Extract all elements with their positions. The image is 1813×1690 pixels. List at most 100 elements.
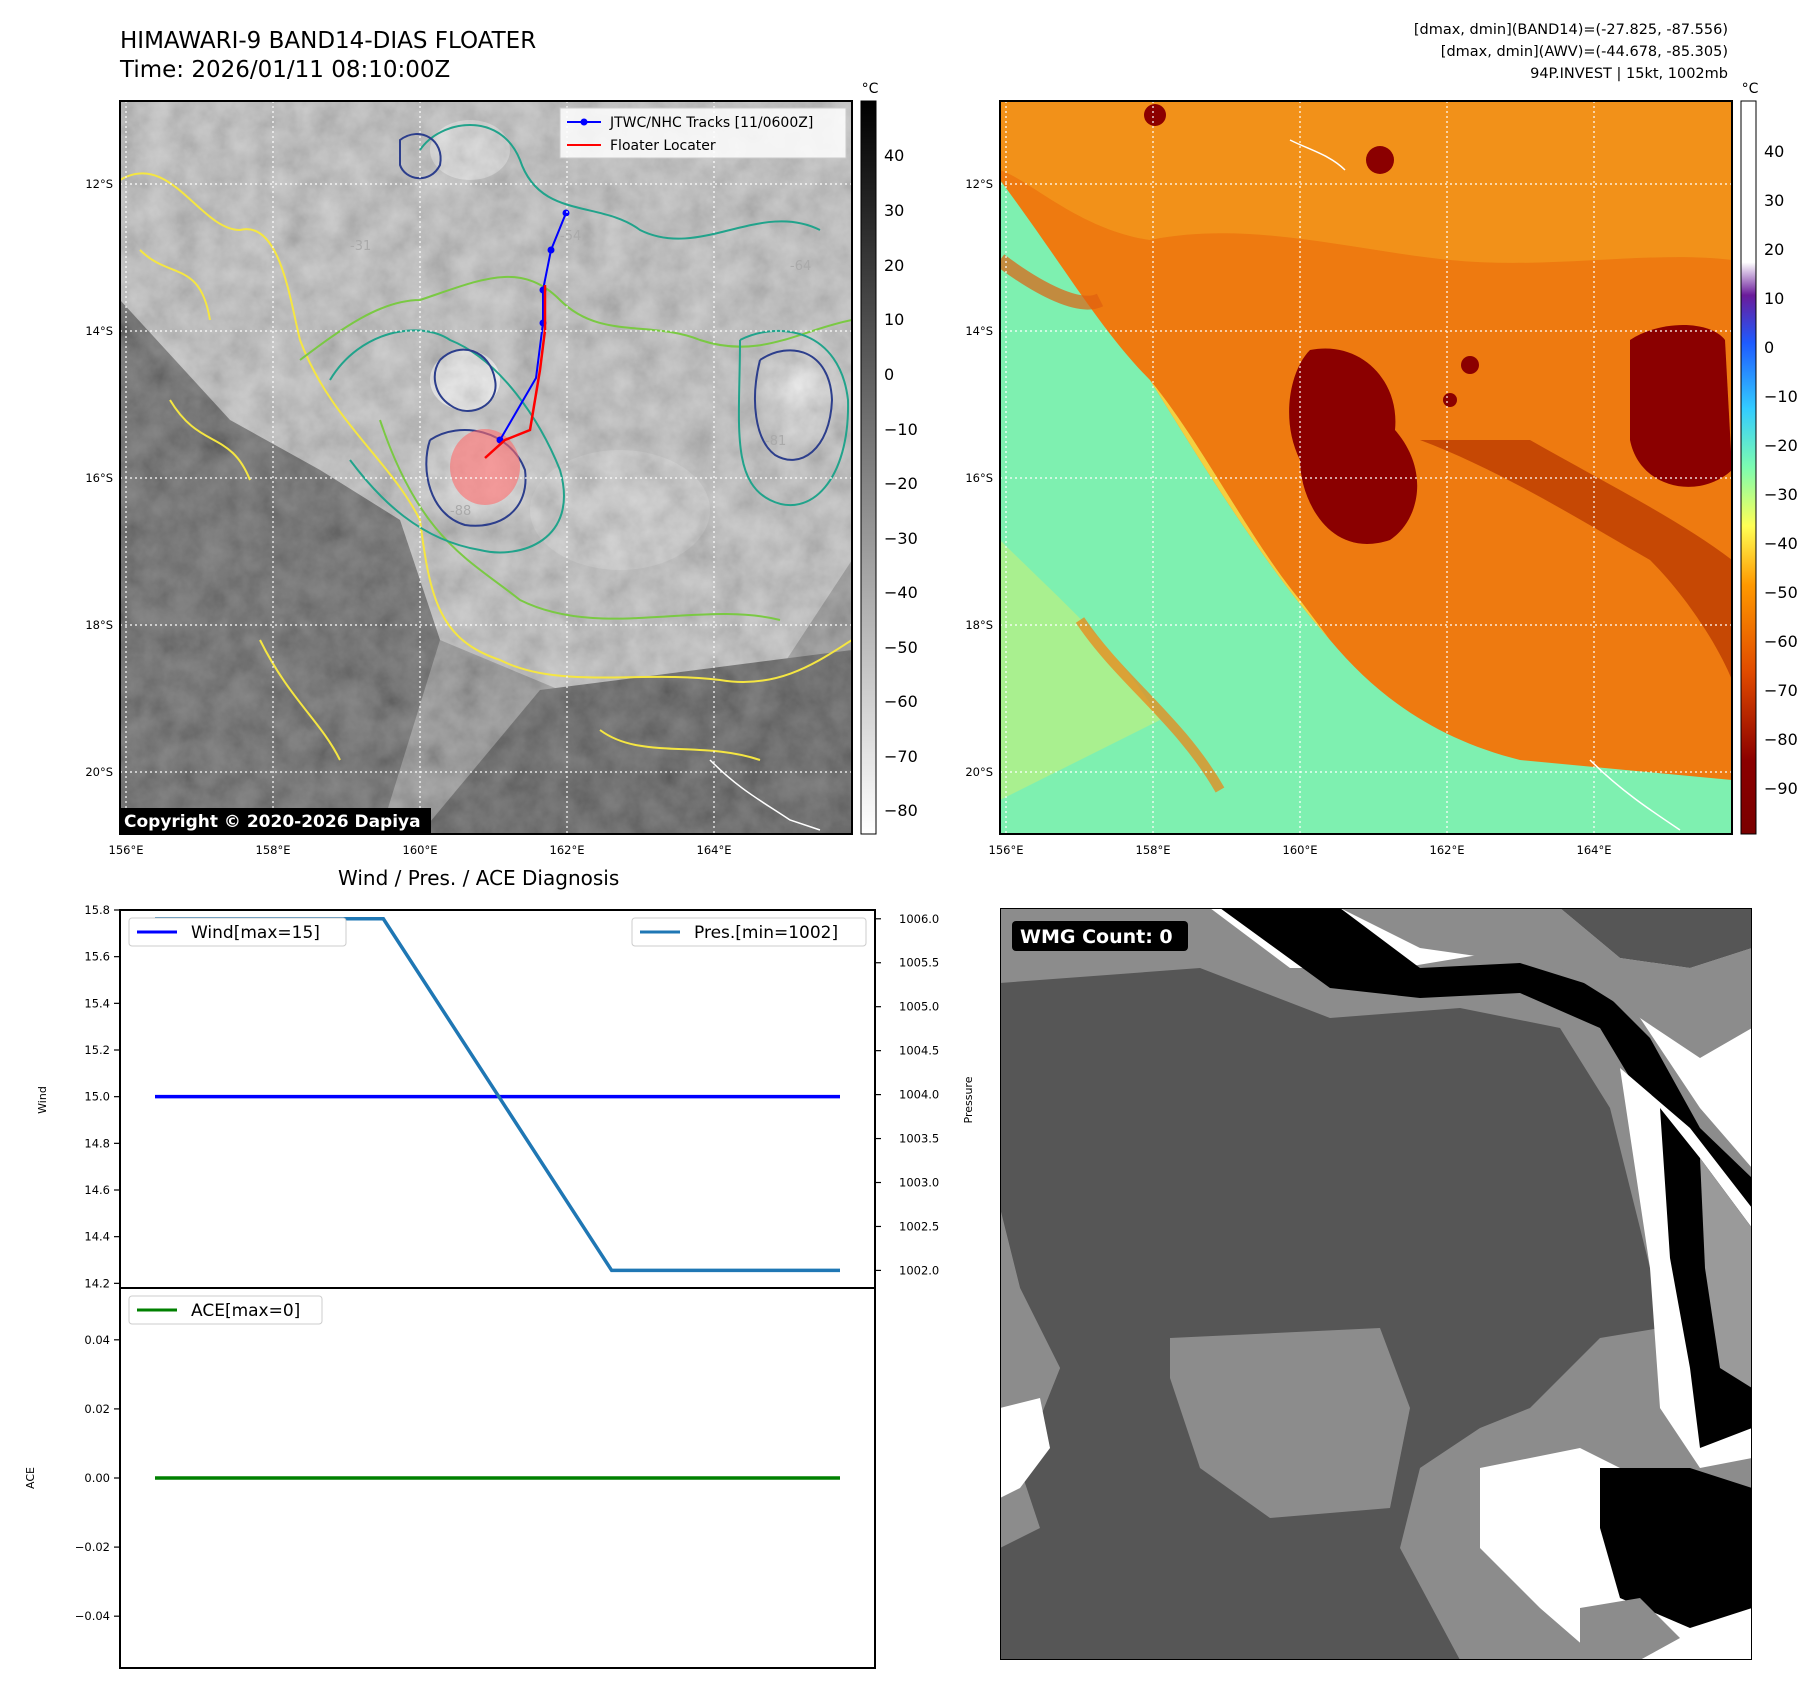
- wv-cb-tick: −50: [1764, 583, 1798, 602]
- pressure-ticks: 1006.0 1005.5 1005.0 1004.5 1004.0 1003.5 1003…: [875, 912, 939, 1277]
- wind-tick-label: 14.8: [84, 1136, 110, 1150]
- contour-label-88: -88: [450, 504, 471, 519]
- wmg-count-label: WMG Count: 0: [1020, 926, 1173, 948]
- ir-lon-158e: 158°E: [256, 843, 291, 857]
- ir-cb-tick: −80: [884, 801, 918, 820]
- pressure-tick-label: 1004.5: [899, 1044, 939, 1058]
- ir-cb-tick: 0: [884, 365, 894, 384]
- floater-track: [484, 285, 547, 459]
- ir-lon-160e: 160°E: [403, 843, 438, 857]
- ir-lat-14s: 14°S: [85, 324, 113, 338]
- ir-cb-tick: 10: [884, 310, 904, 329]
- ir-frame: [119, 100, 853, 835]
- ace-tick-label: −0.04: [75, 1609, 110, 1623]
- ir-cb-tick: −40: [884, 583, 918, 602]
- wv-lon-156e: 156°E: [989, 843, 1024, 857]
- wv-lon-164e: 164°E: [1577, 843, 1612, 857]
- wv-lon-162e: 162°E: [1430, 843, 1465, 857]
- wind-tick-label: 15.0: [84, 1090, 110, 1104]
- ace-ylabel: ACE: [24, 1467, 37, 1489]
- wv-lat-14s: 14°S: [965, 324, 993, 338]
- pressure-tick-label: 1002.5: [899, 1219, 939, 1233]
- wv-cb-tick: 0: [1764, 338, 1774, 357]
- wv-cb-tick: −70: [1764, 681, 1798, 700]
- ir-cb-tick: −70: [884, 747, 918, 766]
- wmg-count-badge: [1012, 921, 1188, 951]
- ace-tick-label: 0.02: [84, 1402, 110, 1416]
- figure-title: HIMAWARI-9 BAND14-DIAS FLOATER: [120, 28, 537, 54]
- info-storm: 94P.INVEST | 15kt, 1002mb: [1530, 66, 1728, 82]
- ir-lon-156e: 156°E: [109, 843, 144, 857]
- wind-pres-frame: [119, 909, 876, 1289]
- info-awv-range: [dmax, dmin](AWV)=(-44.678, -85.305): [1440, 44, 1728, 60]
- wv-cb-tick: −90: [1764, 779, 1798, 798]
- floater-circle: [450, 429, 520, 505]
- pressure-tick-label: 1005.5: [899, 956, 939, 970]
- wv-cb-tick: −10: [1764, 387, 1798, 406]
- pressure-tick-label: 1003.0: [899, 1176, 939, 1190]
- wind-tick-label: 15.6: [84, 950, 110, 964]
- copyright-box: [120, 808, 431, 834]
- info-band14-range: [dmax, dmin](BAND14)=(-27.825, -87.556): [1413, 22, 1728, 38]
- diagnosis-title: Wind / Pres. / ACE Diagnosis: [338, 866, 620, 890]
- contour-label-54: -54: [560, 229, 581, 244]
- diagnosis-svg: 15.8 15.6 15.4 15.2 15.0 14.8 14.6 14.4 14.2 100…: [24, 903, 975, 1669]
- ir-cb-tick: −30: [884, 529, 918, 548]
- ace-tick-label: 0.00: [84, 1471, 110, 1485]
- pressure-tick-label: 1003.5: [899, 1132, 939, 1146]
- wind-legend: Wind[max=15]: [128, 917, 347, 947]
- wv-lon-160e: 160°E: [1283, 843, 1318, 857]
- ir-cb-tick: 40: [884, 146, 904, 165]
- ir-lat-20s: 20°S: [85, 765, 113, 779]
- wv-cb-tick: −30: [1764, 485, 1798, 504]
- wv-colorbar-ticks: 40 30 20 10 0 −10 −20 −30 −40 −50 −60 −7…: [1764, 142, 1798, 798]
- wv-lat-12s: 12°S: [965, 177, 993, 191]
- ir-cb-tick: −50: [884, 638, 918, 657]
- pressure-legend: Pres.[min=1002]: [631, 917, 867, 947]
- ir-lon-164e: 164°E: [697, 843, 732, 857]
- wv-cb-tick: −40: [1764, 534, 1798, 553]
- wind-tick-label: 15.4: [84, 996, 110, 1010]
- wv-cb-tick: −60: [1764, 632, 1798, 651]
- wind-ylabel: Wind: [36, 1086, 49, 1114]
- wv-cb-tick: 20: [1764, 240, 1784, 259]
- contour-label-81: -81: [765, 434, 786, 449]
- ir-lon-162e: 162°E: [550, 843, 585, 857]
- wv-frame: [999, 100, 1733, 835]
- contour-label-31: -31: [350, 239, 371, 254]
- wmg-panel: WMG Count: 0: [1000, 908, 1752, 1660]
- wv-colorbar: [1740, 100, 1757, 835]
- ir-cb-tick: −10: [884, 420, 918, 439]
- pressure-legend-label: Pres.[min=1002]: [694, 923, 838, 943]
- ir-lat-16s: 16°S: [85, 471, 113, 485]
- wv-lon-158e: 158°E: [1136, 843, 1171, 857]
- ace-tick-label: −0.02: [75, 1540, 110, 1554]
- pressure-tick-label: 1006.0: [899, 912, 939, 926]
- pressure-ylabel: Pressure: [962, 1076, 975, 1123]
- ir-lat-18s: 18°S: [85, 618, 113, 632]
- wind-ticks: 15.8 15.6 15.4 15.2 15.0 14.8 14.6 14.4 14.2: [84, 903, 120, 1290]
- ir-lat-12s: 12°S: [85, 177, 113, 191]
- legend-tracks: JTWC/NHC Tracks [11/0600Z]: [609, 115, 813, 131]
- wv-cb-tick: −20: [1764, 436, 1798, 455]
- wv-lat-20s: 20°S: [965, 765, 993, 779]
- copyright-text: Copyright © 2020-2026 Dapiya: [124, 812, 421, 832]
- ace-ticks: 0.04 0.02 0.00 −0.02 −0.04: [75, 1333, 120, 1623]
- figure-time: Time: 2026/01/11 08:10:00Z: [120, 57, 451, 83]
- wind-tick-label: 14.2: [84, 1276, 110, 1290]
- wv-lat-16s: 16°S: [965, 471, 993, 485]
- ir-legend: JTWC/NHC Tracks [11/0600Z] Floater Locat…: [559, 107, 847, 159]
- wv-cb-tick: 30: [1764, 191, 1784, 210]
- wind-legend-label: Wind[max=15]: [191, 923, 320, 943]
- wv-lat-18s: 18°S: [965, 618, 993, 632]
- wind-tick-label: 14.6: [84, 1183, 110, 1197]
- ir-image: -31 -54 -64 -81 -88: [120, 101, 852, 834]
- ace-legend: ACE[max=0]: [128, 1295, 323, 1325]
- ir-colorbar: [860, 100, 877, 835]
- wind-tick-label: 15.8: [84, 903, 110, 917]
- wv-cb-tick: −80: [1764, 730, 1798, 749]
- pressure-tick-label: 1004.0: [899, 1088, 939, 1102]
- wv-cb-tick: 10: [1764, 289, 1784, 308]
- contour-label-64: -64: [790, 259, 811, 274]
- ir-cb-tick: 20: [884, 256, 904, 275]
